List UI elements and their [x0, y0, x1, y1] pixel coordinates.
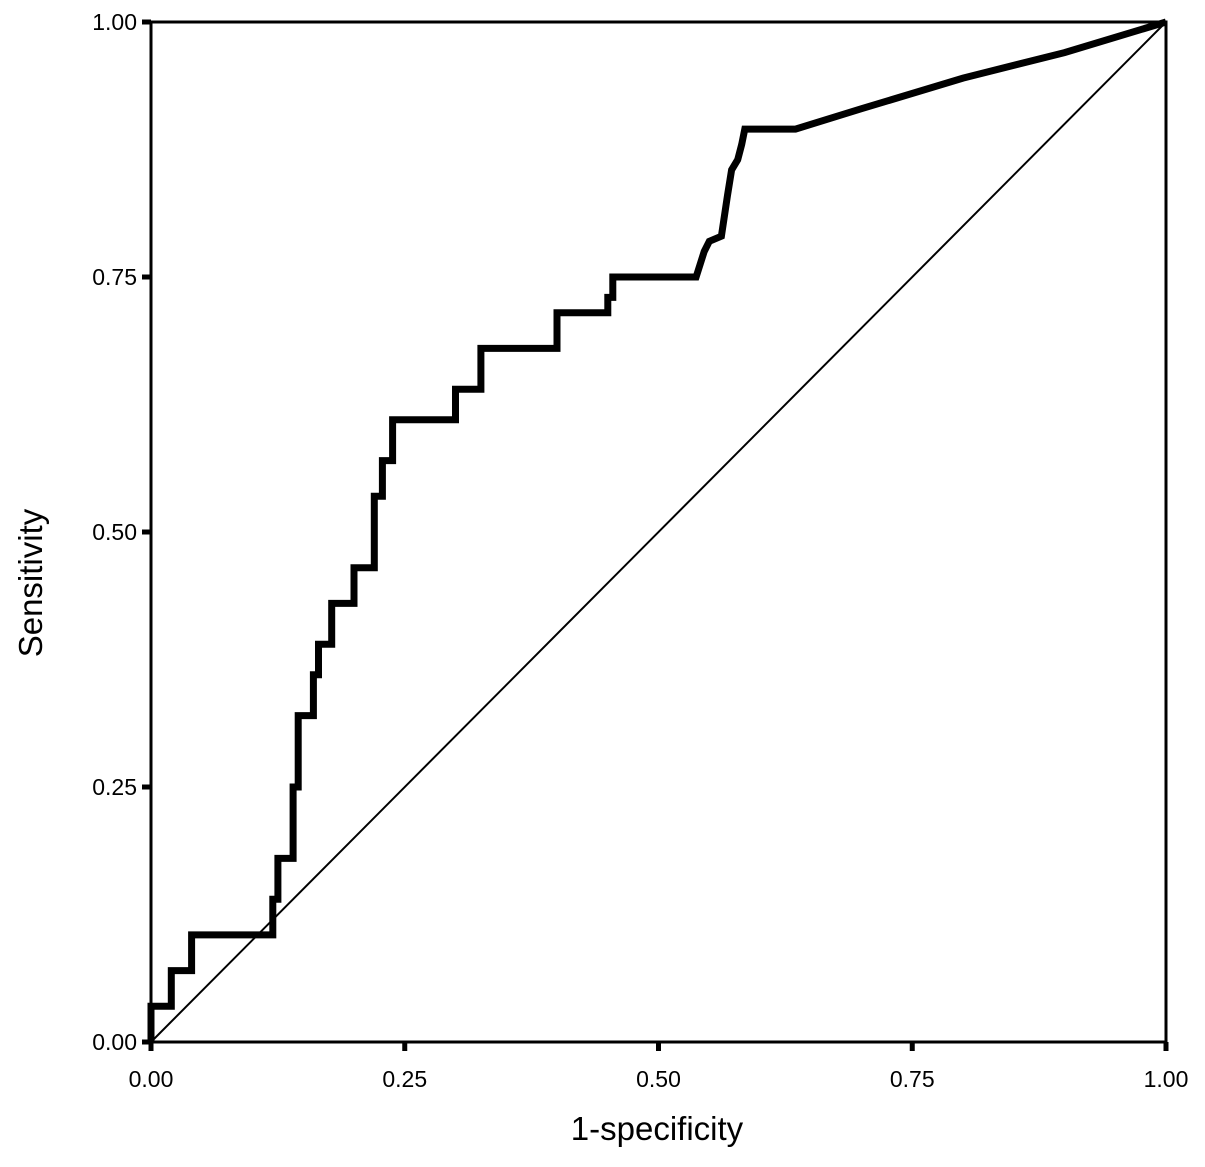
x-tick-label: 0.25: [382, 1066, 427, 1092]
roc-curve-line: [147, 18, 1168, 1042]
x-axis-ticks: 0.00 0.25 0.50 0.75 1.00: [129, 1042, 1189, 1092]
y-tick-label: 0.25: [92, 774, 137, 800]
x-tick-label: 0.00: [129, 1066, 174, 1092]
y-tick-label: 1.00: [92, 9, 137, 35]
x-axis-label: 1-specificity: [571, 1110, 744, 1147]
x-tick-label: 1.00: [1144, 1066, 1189, 1092]
y-tick-label: 0.00: [92, 1029, 137, 1055]
x-tick-label: 0.75: [890, 1066, 935, 1092]
reference-diagonal-line: [150, 21, 1167, 1043]
y-axis-label: Sensitivity: [12, 508, 49, 657]
y-axis-ticks: 0.00 0.25 0.50 0.75 1.00: [92, 9, 151, 1055]
y-tick-label: 0.75: [92, 264, 137, 290]
x-tick-label: 0.50: [636, 1066, 681, 1092]
plot-area: [147, 18, 1168, 1044]
y-tick-label: 0.50: [92, 519, 137, 545]
